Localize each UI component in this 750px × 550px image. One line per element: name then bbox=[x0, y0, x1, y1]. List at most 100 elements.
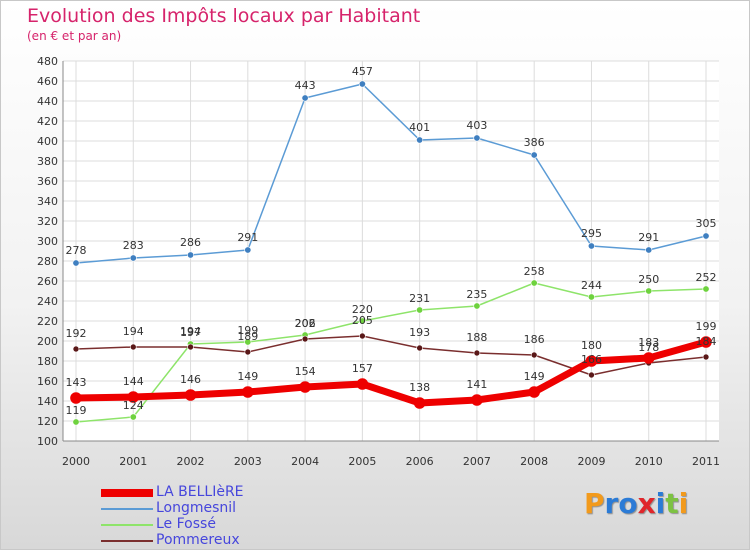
data-point bbox=[585, 355, 598, 367]
data-label: 141 bbox=[466, 378, 487, 391]
series-line bbox=[75, 83, 707, 264]
series-line bbox=[72, 338, 710, 407]
data-point bbox=[127, 391, 140, 403]
data-point bbox=[129, 343, 137, 351]
data-point bbox=[588, 371, 595, 379]
legend-item-longmesnil[interactable]: Longmesnil bbox=[101, 500, 401, 517]
data-label: 188 bbox=[466, 331, 487, 344]
data-point bbox=[129, 254, 137, 262]
logo-letter: t bbox=[665, 487, 679, 520]
data-point bbox=[702, 232, 710, 240]
data-label: 305 bbox=[696, 217, 717, 230]
data-label: 180 bbox=[581, 339, 602, 352]
data-point bbox=[473, 349, 481, 357]
data-label: 192 bbox=[66, 327, 87, 340]
data-label: 146 bbox=[180, 373, 201, 386]
logo-letter: r bbox=[604, 487, 619, 520]
x-tick-label: 2006 bbox=[406, 455, 434, 468]
data-point bbox=[301, 94, 309, 102]
x-tick-label: 2011 bbox=[692, 455, 720, 468]
data-label: 149 bbox=[524, 370, 545, 383]
y-tick-label: 380 bbox=[37, 155, 58, 168]
chart-subtitle: (en € et par an) bbox=[27, 29, 122, 43]
data-point bbox=[530, 279, 538, 287]
data-label: 244 bbox=[581, 279, 602, 292]
data-label: 283 bbox=[123, 239, 144, 252]
data-label: 278 bbox=[66, 244, 87, 257]
data-label: 205 bbox=[352, 314, 373, 327]
data-label: 220 bbox=[352, 303, 373, 316]
grid bbox=[63, 60, 719, 442]
data-point bbox=[359, 332, 366, 340]
data-point bbox=[416, 136, 424, 144]
data-point bbox=[700, 336, 712, 348]
data-point bbox=[530, 351, 538, 359]
y-tick-label: 240 bbox=[37, 295, 58, 308]
data-point bbox=[645, 246, 653, 254]
data-point bbox=[413, 397, 426, 409]
legend: LA BELLIèRE Longmesnil Le Fossé Pommereu… bbox=[101, 484, 401, 549]
data-point bbox=[242, 386, 254, 398]
data-label: 166 bbox=[581, 353, 602, 366]
y-tick-label: 260 bbox=[37, 275, 58, 288]
data-label: 157 bbox=[352, 362, 373, 375]
y-tick-label: 420 bbox=[37, 115, 58, 128]
data-label: 206 bbox=[295, 317, 316, 330]
x-tick-label: 2010 bbox=[635, 455, 663, 468]
x-tick-label: 2005 bbox=[348, 455, 376, 468]
data-label: 457 bbox=[352, 65, 373, 78]
x-tick-label: 2004 bbox=[291, 455, 319, 468]
x-tick-label: 2009 bbox=[577, 455, 605, 468]
data-label: 286 bbox=[180, 236, 201, 249]
y-tick-label: 100 bbox=[37, 435, 58, 448]
data-label: 144 bbox=[123, 375, 144, 388]
data-label: 295 bbox=[581, 227, 602, 240]
data-point bbox=[358, 317, 366, 325]
data-point bbox=[244, 338, 252, 346]
data-label: 194 bbox=[123, 325, 144, 338]
data-point bbox=[129, 413, 137, 421]
data-label: 194 bbox=[180, 325, 201, 338]
data-label: 291 bbox=[237, 231, 258, 244]
data-point bbox=[473, 302, 481, 310]
data-point bbox=[299, 381, 311, 393]
y-tick-label: 460 bbox=[37, 75, 58, 88]
data-point bbox=[72, 345, 80, 353]
data-point bbox=[587, 293, 595, 301]
series-line bbox=[75, 282, 707, 423]
data-label: 124 bbox=[123, 399, 144, 412]
data-label: 138 bbox=[409, 381, 430, 394]
series-pommereux bbox=[72, 332, 710, 379]
x-tick-label: 2008 bbox=[520, 455, 548, 468]
data-label: 386 bbox=[524, 136, 545, 149]
legend-item-pommereux[interactable]: Pommereux bbox=[101, 532, 401, 549]
series-line bbox=[75, 335, 707, 376]
data-point bbox=[356, 378, 369, 390]
legend-label: Pommereux bbox=[156, 532, 240, 548]
data-label: 231 bbox=[409, 292, 430, 305]
legend-label: LA BELLIèRE bbox=[156, 484, 244, 500]
chart-title: Evolution des Impôts locaux par Habitant bbox=[27, 5, 421, 27]
data-label: 250 bbox=[638, 273, 659, 286]
logo-letter: x bbox=[637, 487, 656, 520]
data-label: 119 bbox=[66, 404, 87, 417]
legend-label: Longmesnil bbox=[156, 500, 237, 516]
x-tick-label: 2003 bbox=[234, 455, 262, 468]
legend-item-le-fosse[interactable]: Le Fossé bbox=[101, 516, 401, 533]
plot-area bbox=[63, 61, 719, 441]
data-label: 197 bbox=[180, 326, 201, 339]
data-label: 291 bbox=[638, 231, 659, 244]
series-layer bbox=[70, 80, 712, 426]
legend-item-la-belliere[interactable]: LA BELLIèRE bbox=[101, 484, 401, 501]
data-label: 193 bbox=[409, 326, 430, 339]
data-point bbox=[416, 344, 423, 352]
data-point bbox=[358, 80, 366, 88]
data-point bbox=[70, 392, 82, 404]
data-point bbox=[416, 306, 424, 314]
data-label: 189 bbox=[237, 330, 258, 343]
legend-swatch bbox=[101, 508, 153, 510]
logo-letter: o bbox=[618, 487, 638, 520]
logo-letter: P bbox=[584, 487, 605, 520]
data-label: 154 bbox=[295, 365, 316, 378]
